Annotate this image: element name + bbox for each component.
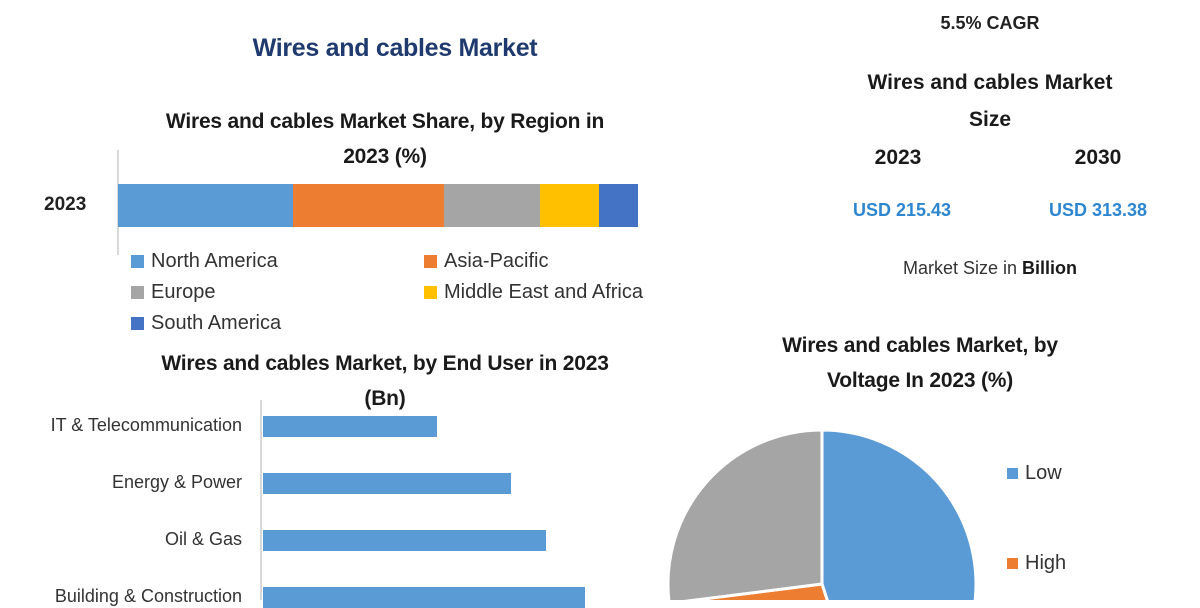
end-user-category-label: Oil & Gas	[164, 529, 242, 549]
legend-swatch-north-america	[131, 255, 144, 268]
region-bar-segment-north-america	[118, 184, 293, 227]
year-2023-label: 2023	[874, 146, 922, 169]
legend-swatch-low	[1007, 468, 1018, 479]
legend-label: Low	[1025, 462, 1062, 484]
pie-slice-other	[666, 428, 824, 600]
year-2030-label: 2030	[1074, 146, 1122, 169]
region-bar-segment-asia-pacific	[292, 184, 444, 227]
legend-swatch-south-america	[131, 317, 144, 330]
end-user-chart-title: Wires and cables Market, by End User in …	[90, 346, 680, 416]
market-size-2023-value: USD 215.43	[852, 200, 952, 220]
legend-label: Asia-Pacific	[444, 250, 549, 272]
legend-swatch-high	[1007, 558, 1018, 569]
legend-item-high: High	[1007, 548, 1066, 579]
legend-swatch-middle-east-africa	[424, 286, 437, 299]
legend-swatch-europe	[131, 286, 144, 299]
market-size-unit-note: Market Size in Billion	[840, 258, 1140, 279]
end-user-category-label: IT & Telecommunication	[50, 415, 242, 435]
region-bar-segment-middle-east-and-africa	[540, 184, 599, 227]
legend-label: Middle East and Africa	[444, 281, 643, 303]
legend-item-south-america: South America	[131, 308, 431, 339]
unit-note-bold: Billion	[1022, 258, 1078, 278]
legend-label: North America	[151, 250, 278, 272]
market-size-2030-value: USD 313.38	[1048, 200, 1148, 220]
cagr-label: 5.5% CAGR	[940, 13, 1040, 33]
page-title: Wires and cables Market	[252, 34, 538, 62]
legend-label: Europe	[151, 281, 216, 303]
legend-label: High	[1025, 552, 1067, 574]
legend-item-europe: Europe	[131, 277, 431, 308]
end-user-bar	[263, 416, 437, 437]
voltage-chart-title-line2: Voltage In 2023 (%)	[826, 369, 1014, 392]
region-bar-segment-europe	[443, 184, 541, 227]
market-size-title-line1: Wires and cables Market	[867, 71, 1113, 94]
end-user-chart-title-line2: (Bn)	[364, 387, 406, 410]
region-chart-category-label: 2023	[44, 194, 87, 215]
legend-label: South America	[151, 312, 282, 334]
voltage-chart-title: Wires and cables Market, by Voltage In 2…	[700, 328, 1140, 398]
legend-item-low: Low	[1007, 458, 1062, 489]
region-chart-title-line2: 2023 (%)	[343, 145, 427, 168]
end-user-bar	[263, 473, 511, 494]
region-stacked-bar	[118, 184, 638, 227]
legend-swatch-asia-pacific	[424, 255, 437, 268]
voltage-chart-title-line1: Wires and cables Market, by	[782, 334, 1058, 357]
pie-slice-low	[820, 428, 978, 600]
region-chart-title-line1: Wires and cables Market Share, by Region…	[165, 110, 605, 133]
end-user-chart-title-line1: Wires and cables Market, by End User in …	[161, 352, 609, 375]
region-chart-title: Wires and cables Market Share, by Region…	[100, 104, 670, 174]
market-size-title: Wires and cables Market Size	[820, 64, 1160, 138]
legend-item-north-america: North America	[131, 246, 431, 277]
unit-note-prefix: Market Size in	[902, 258, 1023, 278]
legend-item-middle-east-africa: Middle East and Africa	[424, 277, 724, 308]
end-user-category-label: Energy & Power	[111, 472, 242, 492]
market-size-title-line2: Size	[968, 108, 1012, 131]
legend-item-asia-pacific: Asia-Pacific	[424, 246, 724, 277]
end-user-bar	[263, 530, 547, 551]
region-bar-segment-south-america	[599, 184, 638, 227]
end-user-chart-axis	[260, 400, 262, 600]
